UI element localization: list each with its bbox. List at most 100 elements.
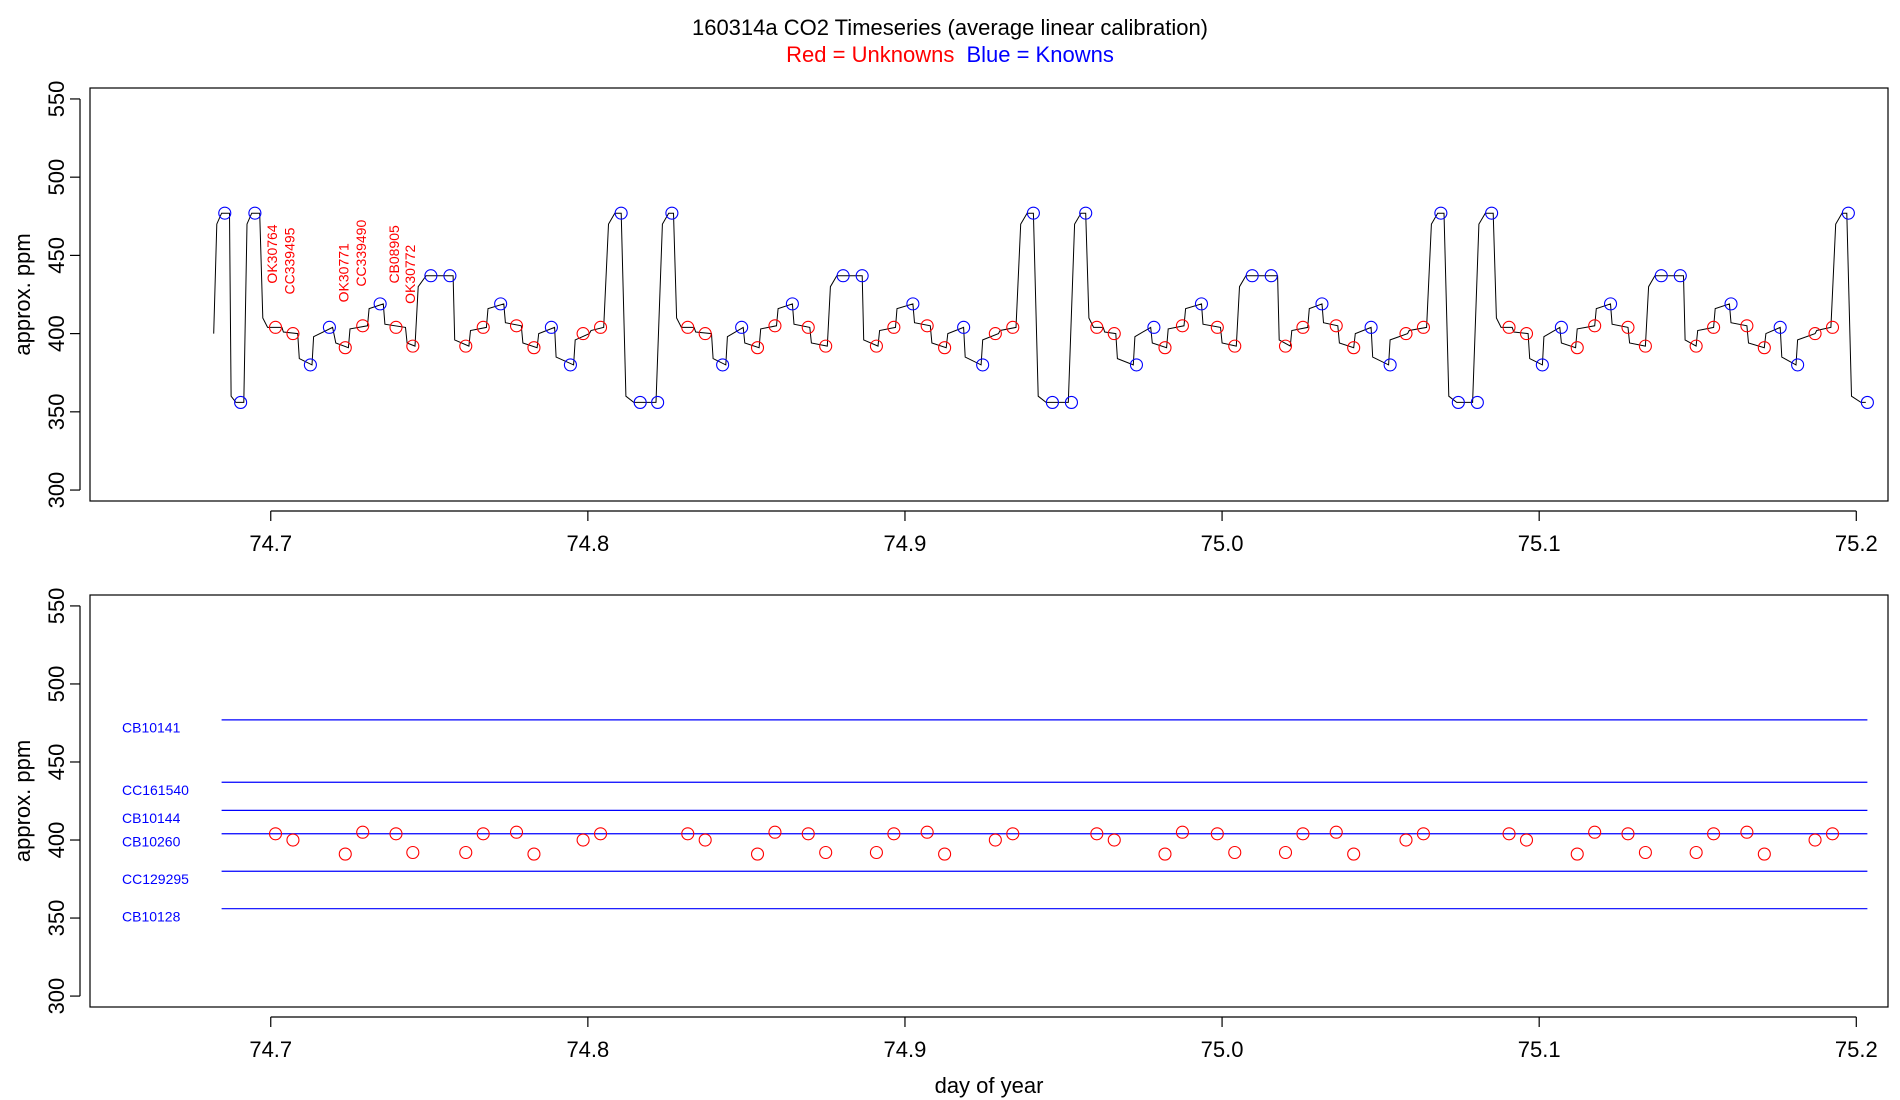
known-point [1724, 297, 1738, 311]
unknown-point [1621, 827, 1635, 841]
unknown-point [819, 845, 833, 860]
known-point [665, 206, 679, 220]
unknown-point [1329, 319, 1343, 333]
unknown-point [1588, 319, 1602, 333]
unknown-point [1808, 833, 1822, 847]
sample-annotation: OK30771 [335, 243, 351, 302]
known-point [614, 206, 628, 220]
known-point [1026, 206, 1040, 220]
known-point [1841, 206, 1855, 220]
known-point [1129, 358, 1144, 372]
unknown-point [698, 833, 712, 847]
unknown-point [593, 827, 608, 841]
unknown-point [1621, 320, 1635, 334]
x-tick-label: 75.0 [1201, 531, 1244, 556]
unknown-point [801, 827, 815, 841]
known-point [1064, 395, 1078, 409]
unknown-point [1416, 827, 1430, 841]
timeseries-panel: 300 350 400 450 500 550 approx. ppm 74.7 74.8 74.… [10, 81, 1889, 556]
known-point [976, 358, 990, 372]
unknown-point [356, 319, 370, 333]
known-point [1603, 297, 1618, 311]
unknown-point [1399, 833, 1413, 847]
sample-annotation: OK30772 [402, 245, 418, 304]
unknown-point [1090, 320, 1104, 334]
x-axis-label: day of year [935, 1073, 1044, 1098]
unknown-point [1808, 327, 1822, 341]
legend-knowns: Blue = Knowns [966, 42, 1113, 67]
known-point [1673, 269, 1687, 283]
unknown-point [681, 827, 695, 841]
unknown-point [389, 827, 403, 841]
unknown-point [768, 825, 782, 839]
plot-frame [89, 594, 1889, 1008]
unknown-point [920, 319, 934, 333]
y-tick-label: 550 [44, 588, 69, 625]
unknown-point [819, 339, 833, 353]
unknown-point [459, 845, 473, 860]
unknown-point [338, 847, 352, 861]
unknown-point [681, 320, 695, 334]
reference-label-cb10141: CB10141 [122, 720, 181, 736]
unknown-point [1006, 320, 1020, 334]
known-point [855, 269, 869, 283]
unknown-point [1158, 341, 1172, 355]
y-tick-label: 350 [44, 900, 69, 937]
unknown-point [1502, 320, 1516, 334]
known-point [1485, 206, 1499, 220]
unknown-point [1107, 327, 1121, 341]
unknown-point [476, 320, 490, 334]
known-point [1434, 206, 1448, 220]
sample-annotation: CB08905 [386, 225, 402, 284]
x-tick-label: 75.1 [1518, 1037, 1561, 1062]
unknown-point [988, 327, 1002, 341]
unknown-point [1707, 827, 1721, 841]
x-tick-label: 74.8 [566, 1037, 609, 1062]
unknown-point [1399, 327, 1413, 341]
known-point [1147, 320, 1161, 334]
y-tick-label: 550 [44, 81, 69, 118]
unknown-point [1519, 327, 1534, 341]
unknown-point [1689, 339, 1703, 353]
known-point [234, 395, 248, 409]
unknown-point [527, 847, 541, 861]
known-point [633, 395, 647, 409]
known-point [957, 320, 971, 334]
known-point [1079, 206, 1093, 220]
unknown-point [1757, 847, 1771, 861]
unknown-point [268, 827, 283, 841]
unknown-point [286, 327, 300, 341]
chart-title: 160314a CO2 Timeseries (average linear c… [692, 15, 1208, 40]
unknown-point [576, 833, 590, 847]
y-tick-label: 300 [44, 472, 69, 509]
known-point [373, 297, 387, 311]
reference-label-cb10260: CB10260 [122, 834, 181, 850]
known-point [443, 269, 457, 283]
unknown-point [1416, 320, 1430, 334]
x-tick-label: 75.2 [1835, 1037, 1878, 1062]
unknown-point [938, 847, 952, 861]
known-point [716, 358, 730, 372]
legend-unknowns: Red = Unknowns [786, 42, 954, 67]
x-tick-label: 74.9 [884, 531, 927, 556]
known-point [248, 206, 262, 220]
known-point [424, 269, 438, 283]
unknown-point [1757, 341, 1771, 355]
unknown-point [268, 320, 283, 334]
plot-frame [89, 87, 1889, 502]
known-point [735, 320, 749, 334]
unknown-point [750, 341, 765, 355]
unknown-point [1329, 825, 1343, 839]
unknown-point [1158, 847, 1172, 861]
unknown-point [698, 327, 712, 341]
unknown-point [389, 320, 403, 334]
unknown-point [1740, 319, 1754, 333]
known-point [785, 297, 799, 311]
unknown-point [1740, 825, 1754, 839]
unknown-point [476, 827, 490, 841]
unknown-point [509, 319, 524, 333]
unknown-point [1228, 845, 1242, 860]
y-tick-label: 500 [44, 666, 69, 703]
known-point [563, 358, 577, 372]
